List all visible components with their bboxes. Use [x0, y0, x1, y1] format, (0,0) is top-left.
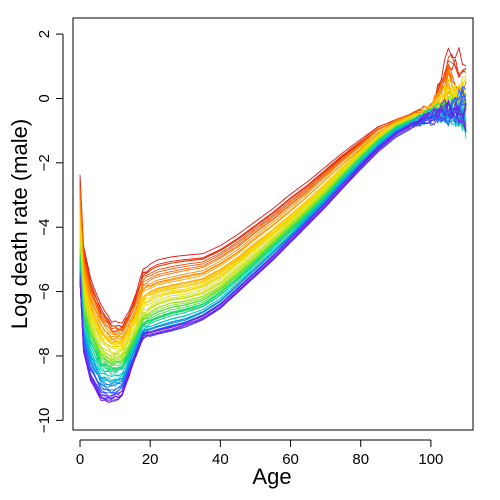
- y-tick-label: 0: [36, 94, 53, 102]
- y-tick-label: −8: [36, 347, 53, 364]
- y-tick-label: −10: [36, 408, 53, 433]
- series-line: [79, 107, 467, 377]
- series-line: [79, 47, 467, 324]
- y-tick-label: −6: [36, 283, 53, 300]
- series-lines: [79, 47, 467, 403]
- series-line: [79, 85, 467, 340]
- series-line: [79, 100, 467, 402]
- series-line: [79, 69, 467, 331]
- series-line: [79, 102, 467, 371]
- x-tick-label: 60: [282, 451, 299, 468]
- series-line: [79, 96, 467, 361]
- y-axis-title: Log death rate (male): [7, 119, 32, 329]
- series-line: [79, 70, 467, 336]
- series-line: [79, 95, 467, 399]
- x-axis: 0 20 40 60 80 100: [76, 439, 443, 468]
- x-tick-label: 20: [142, 451, 159, 468]
- series-line: [79, 83, 467, 350]
- x-tick-label: 40: [212, 451, 229, 468]
- plot-frame: [72, 17, 474, 431]
- y-tick-label: 2: [36, 30, 53, 38]
- y-axis: −10 −8 −6 −4 −2 0 2: [36, 30, 64, 433]
- series-line: [79, 98, 467, 400]
- x-axis-title: Age: [252, 464, 291, 489]
- y-tick-label: −4: [36, 219, 53, 236]
- series-line: [79, 102, 467, 364]
- y-tick-label: −2: [36, 154, 53, 171]
- series-line: [79, 93, 467, 386]
- series-line: [79, 91, 467, 387]
- x-tick-label: 80: [352, 451, 369, 468]
- x-tick-label: 100: [418, 451, 443, 468]
- series-line: [79, 84, 467, 341]
- series-line: [79, 53, 467, 331]
- x-tick-label: 0: [76, 451, 84, 468]
- series-line: [79, 102, 467, 373]
- series-line: [79, 60, 467, 329]
- series-line: [79, 100, 467, 403]
